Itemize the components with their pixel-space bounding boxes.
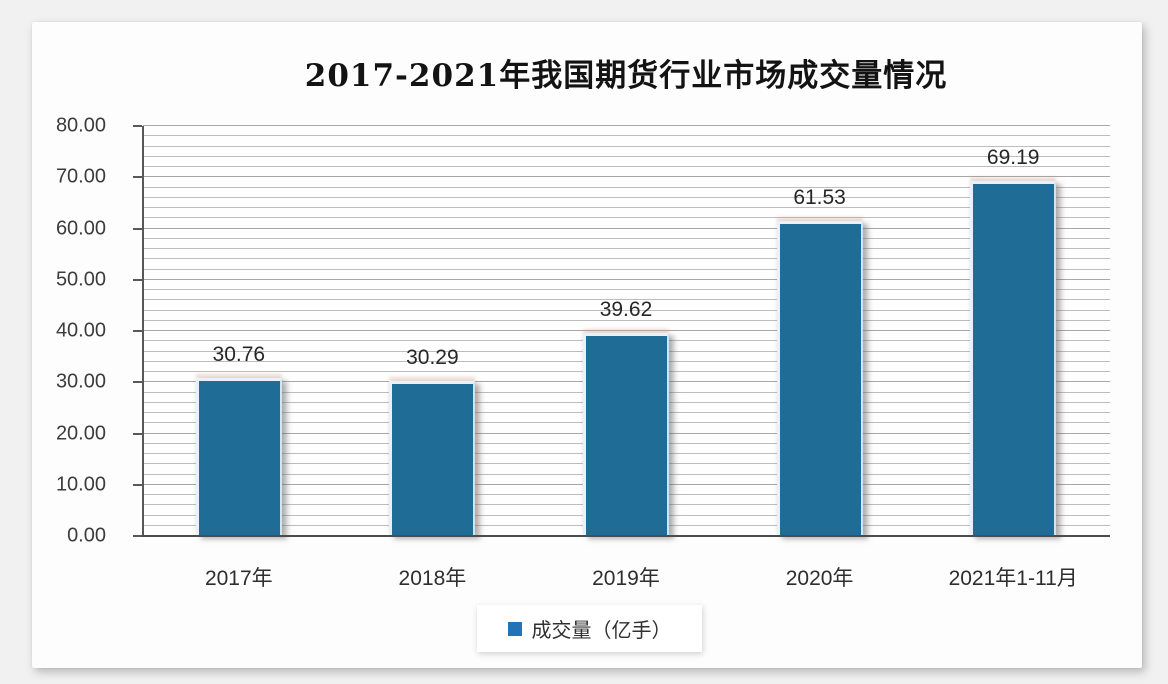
- x-axis-label: 2018年: [398, 567, 467, 590]
- minor-gridline: [143, 166, 1110, 167]
- bar-column: 69.19: [916, 126, 1110, 536]
- minor-gridline: [143, 299, 1110, 301]
- bar-value-label: 39.62: [599, 297, 653, 321]
- minor-gridline: [143, 207, 1110, 208]
- y-axis-tick: [133, 125, 142, 127]
- bar-2020年: [776, 220, 863, 536]
- major-gridline: [143, 330, 1110, 331]
- bar-column: 39.62: [529, 126, 723, 536]
- minor-gridline: [143, 268, 1110, 270]
- bar-value-label: 30.76: [212, 343, 266, 367]
- minor-gridline: [143, 258, 1110, 260]
- y-axis-tick-label: 20.00: [55, 422, 106, 444]
- bar-column: 61.53: [723, 126, 917, 536]
- y-axis-tick-label: 60.00: [55, 217, 106, 239]
- y-axis-tick: [133, 330, 142, 332]
- y-axis-tick: [133, 432, 142, 435]
- y-axis-tick: [133, 483, 142, 486]
- y-axis-tick-label: 10.00: [55, 473, 106, 496]
- y-axis-tick-label: 30.00: [55, 370, 106, 393]
- x-axis-label: 2020年: [785, 567, 854, 590]
- y-axis-tick-labels: 0.00 10.00 20.00 30.00 40.00 50.00 60.00 70.00 8…: [32, 115, 133, 547]
- y-axis-tick-label: 50.00: [55, 268, 106, 291]
- bar-2018年: [389, 380, 476, 536]
- minor-gridline: [143, 319, 1110, 321]
- minor-gridline: [143, 289, 1110, 290]
- minor-gridline: [143, 196, 1110, 198]
- y-axis-line: [142, 126, 144, 536]
- minor-gridline: [143, 155, 1110, 157]
- x-axis-category-labels: 2017年 2018年 2019年 2020年 2021年1-11月: [142, 562, 1110, 592]
- minor-gridline: [143, 135, 1110, 137]
- legend: 成交量（亿手）: [477, 605, 702, 652]
- y-axis-tick-label: 0.00: [67, 524, 106, 547]
- bar-2019年: [582, 332, 669, 536]
- bar-2021年1-11月: [970, 181, 1057, 536]
- minor-gridline: [143, 248, 1110, 249]
- minor-gridline: [143, 186, 1110, 188]
- minor-gridline: [143, 237, 1110, 239]
- x-axis-label: 2017年: [204, 567, 273, 590]
- x-axis-label: 2019年: [592, 567, 660, 590]
- bar-value-label: 69.19: [986, 146, 1040, 170]
- major-gridline: [143, 125, 1110, 126]
- bar-value-label: 30.29: [406, 345, 459, 369]
- x-axis-label: 2021年1-11月: [948, 567, 1078, 590]
- y-axis-tick: [133, 278, 142, 281]
- y-axis-tick-label: 80.00: [55, 114, 106, 137]
- y-axis-tick-label: 40.00: [55, 319, 106, 342]
- legend-label: 成交量（亿手）: [531, 620, 672, 642]
- minor-gridline: [143, 217, 1110, 219]
- minor-gridline: [143, 145, 1110, 147]
- y-axis-tick: [133, 227, 142, 230]
- minor-gridline: [143, 309, 1110, 311]
- y-axis-tick-label: 70.00: [55, 165, 106, 188]
- x-axis-line: [142, 535, 1110, 537]
- chart-title: 2017-2021年我国期货行业市场成交量情况: [304, 58, 948, 94]
- y-axis-tick: [133, 535, 142, 537]
- major-gridline: [143, 176, 1110, 178]
- bar-column: 30.29: [336, 126, 530, 536]
- bar-column: 30.76: [142, 126, 336, 536]
- chart-card: 2017-2021年我国期货行业市场成交量情况 0.00 10.00 20.00 30…: [32, 22, 1142, 668]
- y-axis-tick: [133, 176, 142, 179]
- plot-area: 30.76 30.29 39.62 61.53 69.19: [133, 125, 1110, 537]
- major-gridline: [143, 278, 1110, 280]
- bar-2017年: [195, 378, 282, 536]
- legend-square-icon: [507, 621, 522, 636]
- major-gridline: [143, 227, 1110, 229]
- bar-value-label: 61.53: [793, 185, 846, 209]
- y-axis-tick: [133, 381, 142, 384]
